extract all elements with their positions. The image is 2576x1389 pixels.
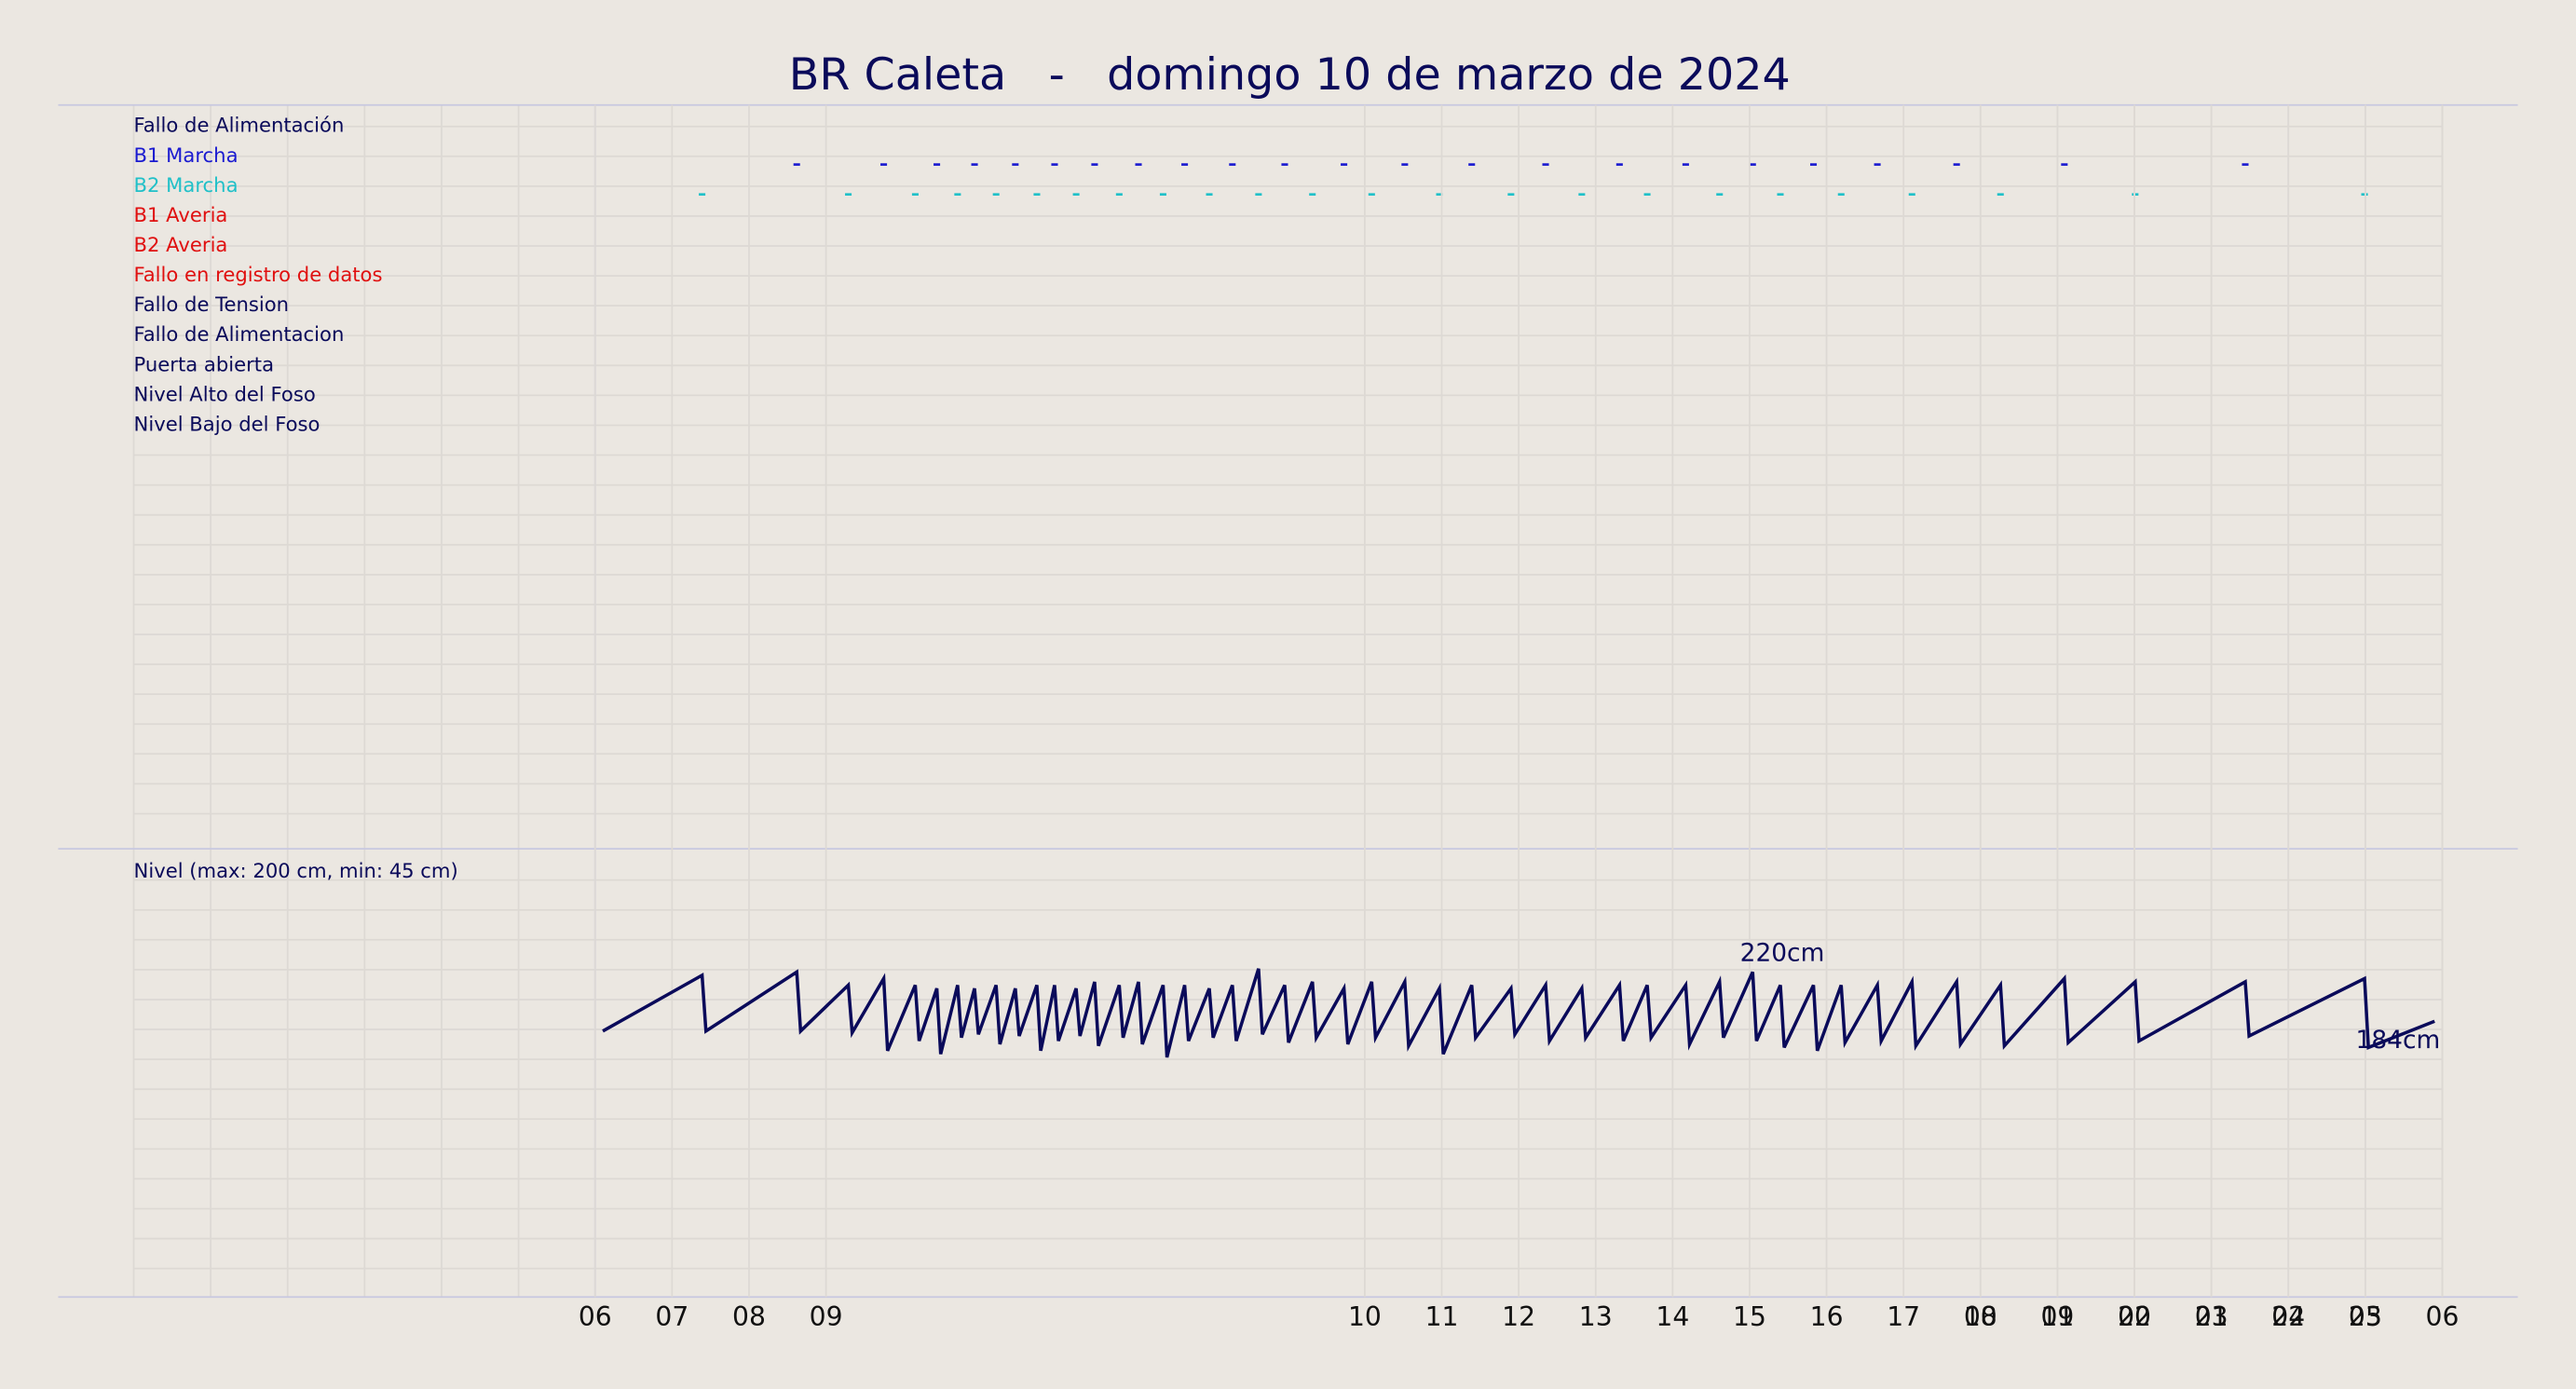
row-label: Fallo de Alimentacion bbox=[134, 322, 345, 346]
x-tick-label: 22 bbox=[2271, 1301, 2305, 1332]
x-tick-label: 18 bbox=[1964, 1301, 1997, 1332]
x-tick-label: 16 bbox=[1810, 1301, 1844, 1332]
row-label: Fallo de Tension bbox=[134, 293, 290, 316]
x-tick-label: 09 bbox=[810, 1301, 843, 1332]
x-tick-label: 00 bbox=[1964, 1301, 1997, 1332]
x-tick-label: 04 bbox=[2271, 1301, 2305, 1332]
x-tick-label: 17 bbox=[1887, 1301, 1920, 1332]
level-line bbox=[602, 968, 2435, 1058]
row-label: B1 Marcha bbox=[134, 143, 239, 167]
row-label: Puerta abierta bbox=[134, 352, 275, 375]
row-label: Nivel Bajo del Foso bbox=[134, 412, 320, 435]
row-label: Fallo de Alimentación bbox=[134, 114, 345, 137]
x-tick-label: 13 bbox=[1579, 1301, 1613, 1332]
x-tick-label: 06 bbox=[2426, 1301, 2460, 1332]
x-tick-label: 23 bbox=[2349, 1301, 2382, 1332]
x-tick-label: 19 bbox=[2040, 1301, 2074, 1332]
annotation: 220cm bbox=[1740, 938, 1825, 967]
annotation: 184cm bbox=[2356, 1026, 2441, 1055]
row-label: B2 Marcha bbox=[134, 173, 239, 197]
x-tick-label: 10 bbox=[1348, 1301, 1382, 1332]
x-tick-label: 21 bbox=[2195, 1301, 2228, 1332]
x-tick-label: 20 bbox=[2118, 1301, 2151, 1332]
panel-title: Nivel (max: 200 cm, min: 45 cm) bbox=[134, 859, 458, 882]
chart-title: BR Caleta - domingo 10 de marzo de 2024 bbox=[789, 49, 1791, 101]
row-label: B2 Averia bbox=[134, 233, 228, 256]
row-label: Nivel Alto del Foso bbox=[134, 382, 316, 405]
x-tick-label: 12 bbox=[1502, 1301, 1535, 1332]
x-tick-label: 03 bbox=[2195, 1301, 2228, 1332]
x-tick-label: 02 bbox=[2118, 1301, 2151, 1332]
x-tick-label: 01 bbox=[2040, 1301, 2074, 1332]
row-label: B1 Averia bbox=[134, 203, 228, 226]
x-tick-label: 08 bbox=[732, 1301, 766, 1332]
x-tick-label: 05 bbox=[2349, 1301, 2382, 1332]
x-tick-label: 07 bbox=[655, 1301, 688, 1332]
row-label: Fallo en registro de datos bbox=[134, 263, 383, 286]
x-tick-label: 14 bbox=[1656, 1301, 1689, 1332]
x-tick-label: 11 bbox=[1425, 1301, 1459, 1332]
x-tick-label: 15 bbox=[1733, 1301, 1766, 1332]
x-tick-label: 06 bbox=[579, 1301, 612, 1332]
